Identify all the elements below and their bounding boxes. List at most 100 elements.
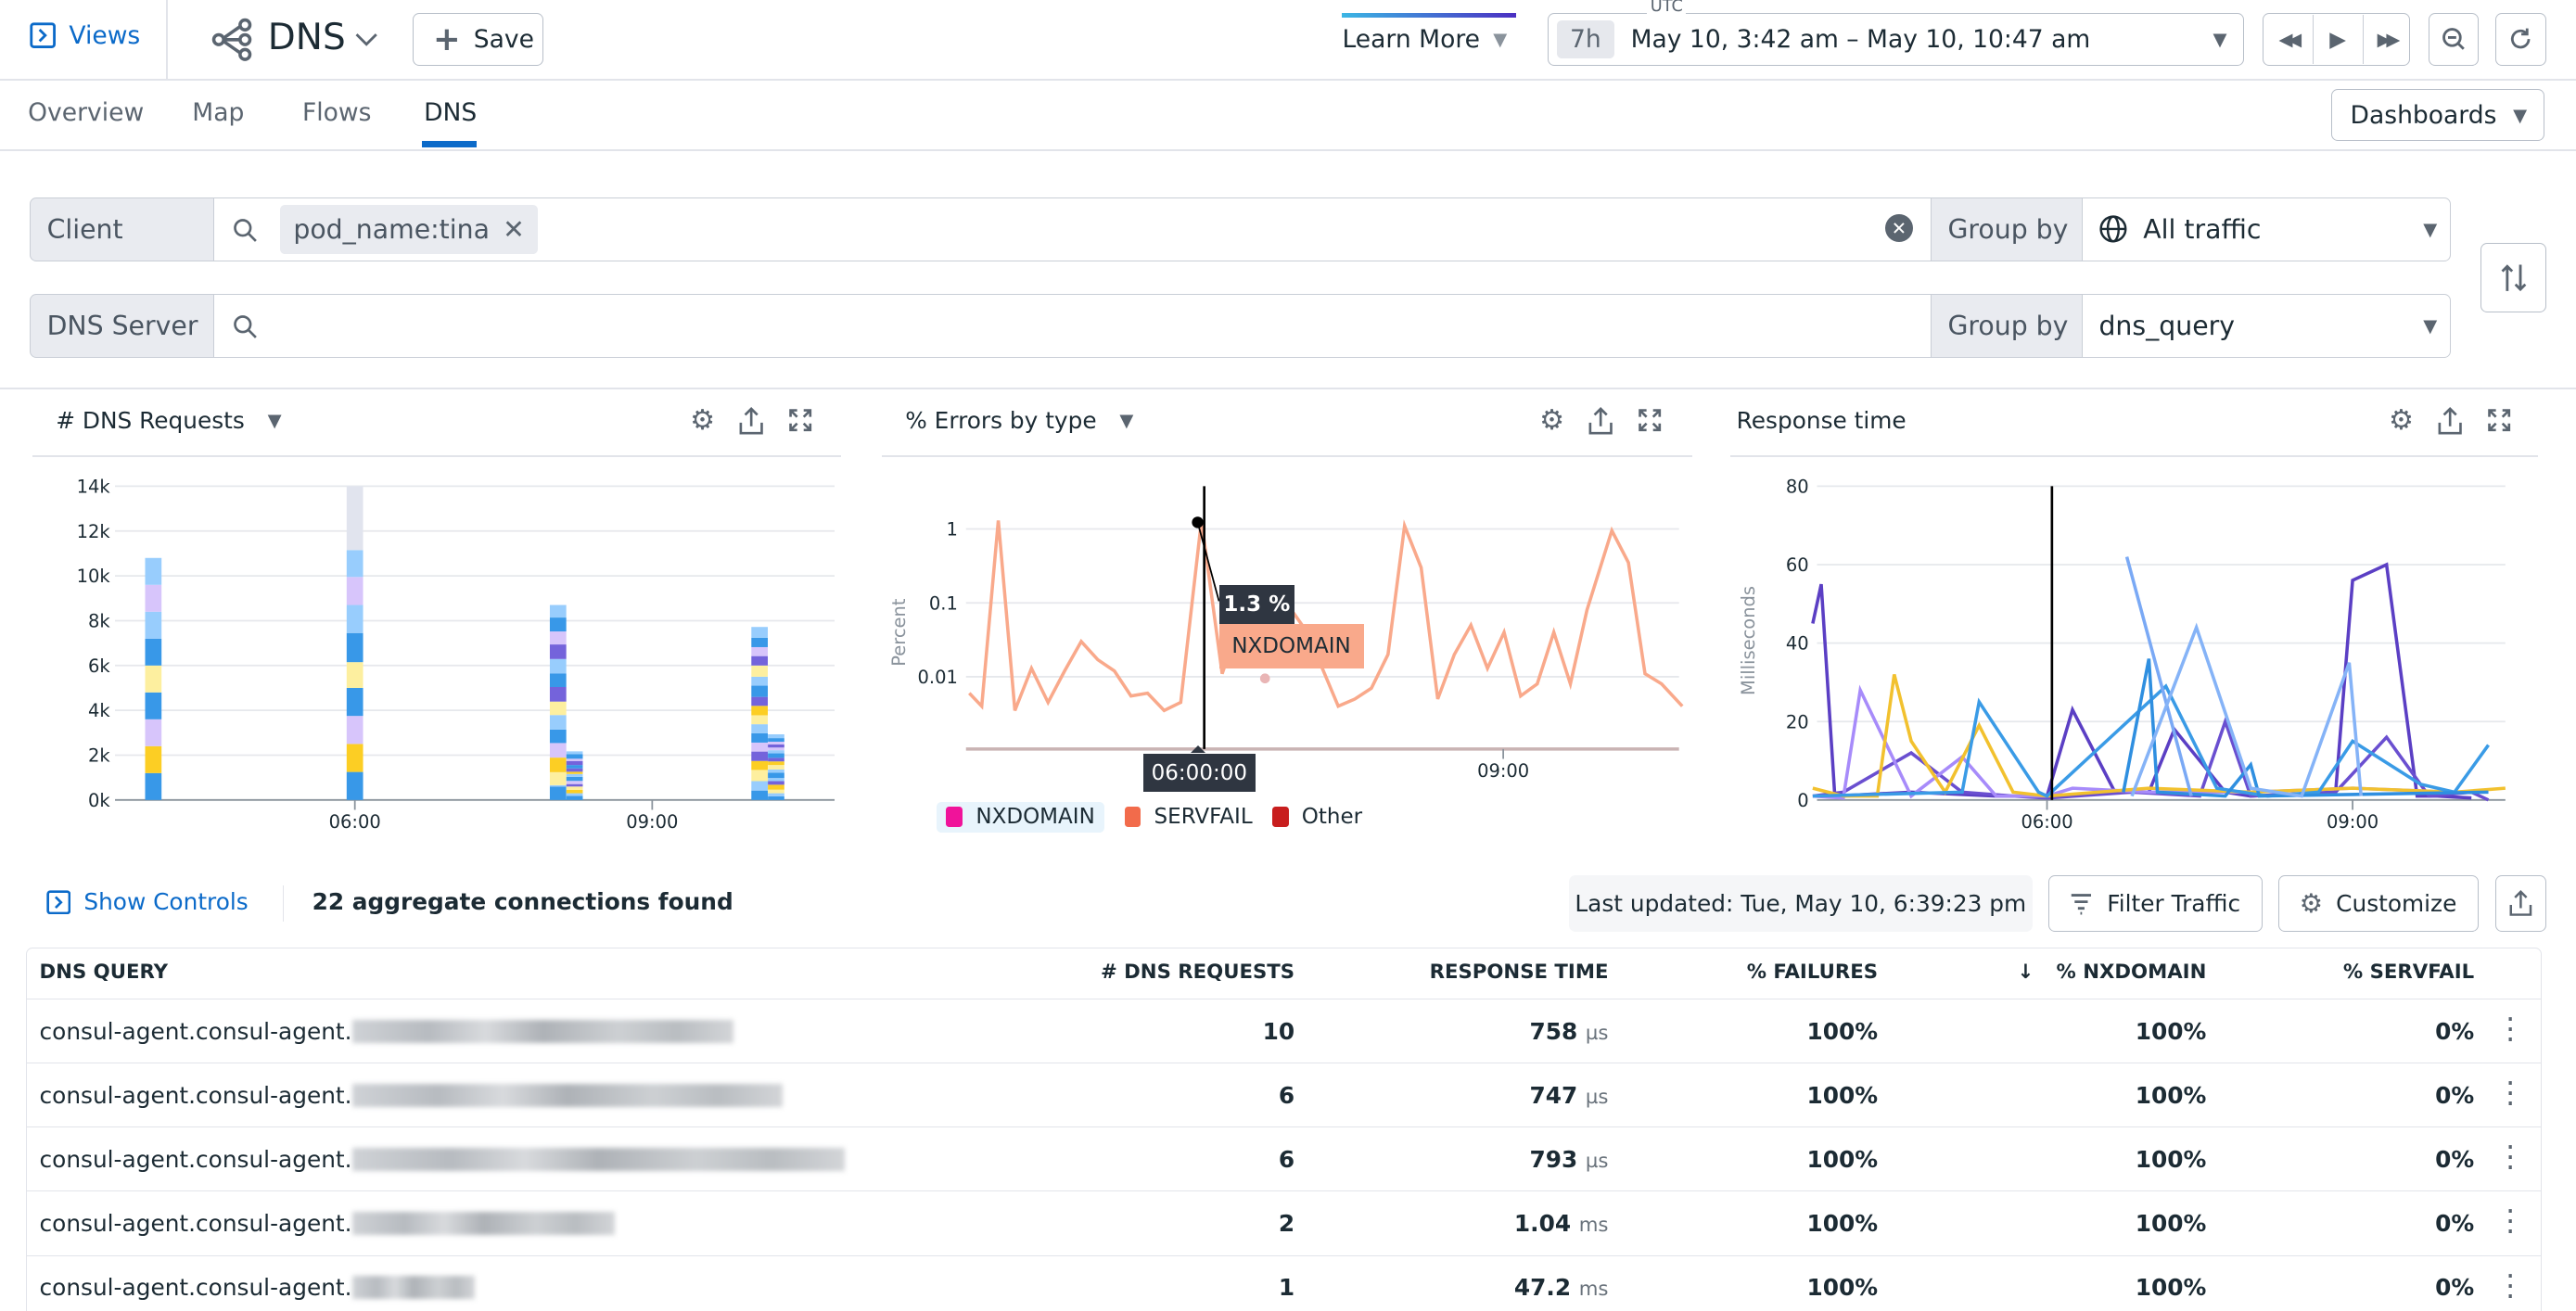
views-button[interactable]: Views (30, 21, 140, 50)
gear-icon[interactable]: ⚙ (1539, 404, 1565, 438)
learn-more-label: Learn More (1342, 24, 1481, 54)
save-button[interactable]: + Save (412, 13, 544, 66)
row-menu-icon[interactable]: ⋮ (2495, 1266, 2526, 1303)
x-tick-label: 06:00 (329, 811, 381, 833)
y-tick-label: 0k (88, 790, 110, 811)
filter-tag[interactable]: pod_name:tina ✕ (280, 204, 539, 254)
failures-cell: 100% (1806, 1274, 1879, 1302)
play-button[interactable]: ▶ (2314, 14, 2364, 65)
legend-item-nxdomain[interactable]: NXDOMAIN (936, 801, 1105, 833)
filter-traffic-button[interactable]: Filter Traffic (2048, 875, 2263, 932)
bar-segment (768, 796, 784, 800)
y-tick-label: 4k (88, 700, 110, 721)
row-menu-icon[interactable]: ⋮ (2495, 1203, 2526, 1239)
filter-traffic-label: Filter Traffic (2107, 889, 2241, 917)
bar-segment (549, 757, 567, 772)
tab-dns[interactable]: DNS (424, 98, 478, 128)
server-group-by-select[interactable]: dns_query ▼ (2081, 294, 2452, 359)
table-row[interactable]: consul-agent.consul-agent. 1 47.2 ms 100% 10… (26, 1254, 2542, 1311)
series-line (2122, 658, 2489, 798)
column-header-servfail[interactable]: % SERVFAIL (2342, 961, 2475, 985)
gear-icon[interactable]: ⚙ (2389, 404, 2415, 438)
caret-down-icon: ▼ (2423, 315, 2438, 337)
row-menu-icon[interactable]: ⋮ (2495, 1075, 2526, 1111)
expand-icon[interactable] (2486, 407, 2512, 433)
bar-segment (566, 789, 583, 794)
client-search-input[interactable]: pod_name:tina ✕ ✕ (213, 197, 1932, 261)
zoom-out-button[interactable] (2428, 13, 2480, 66)
column-header-failures[interactable]: % FAILURES (1746, 961, 1879, 985)
panel-actions: ⚙ (690, 407, 813, 435)
rewind-button[interactable]: ◀◀ (2264, 14, 2314, 65)
response-unit: ms (1578, 1278, 1609, 1302)
client-group-by-value: All traffic (2143, 213, 2262, 245)
panel-title-dns-requests[interactable]: # DNS Requests ▼ (56, 407, 281, 434)
legend-item-other[interactable]: Other (1271, 802, 1362, 833)
client-group-by-select[interactable]: All traffic ▼ (2081, 197, 2452, 261)
y-tick-label: 2k (88, 745, 110, 767)
column-header-dns-query[interactable]: DNS QUERY (39, 961, 169, 985)
column-header-nxdomain[interactable]: % NXDOMAIN (2056, 961, 2207, 985)
column-header-response-time[interactable]: RESPONSE TIME (1429, 961, 1609, 985)
title-chevron-down-icon[interactable] (353, 28, 379, 51)
bar-segment (549, 605, 567, 618)
swap-button[interactable] (2480, 243, 2547, 312)
row-menu-icon[interactable]: ⋮ (2495, 1011, 2526, 1047)
tab-overview[interactable]: Overview (28, 98, 145, 128)
tabs-border (0, 149, 2576, 151)
response-value: 747 (1529, 1081, 1578, 1109)
bar-segment (768, 744, 784, 748)
bar-segment (768, 750, 784, 754)
legend-label: SERVFAIL (1154, 805, 1253, 830)
bar-segment (566, 783, 583, 787)
export-button[interactable] (2495, 875, 2547, 932)
time-range-picker[interactable]: UTC 7h May 10, 3:42 am – May 10, 10:47 a… (1547, 0, 2245, 66)
bar-segment (566, 760, 583, 766)
tooltip-time: 06:00:00 (1143, 754, 1256, 792)
filter-icon (2071, 894, 2091, 915)
connections-table (26, 948, 2542, 1311)
sort-desc-icon: ↓ (2017, 961, 2034, 985)
failures-cell: 100% (1806, 1145, 1879, 1173)
customize-button[interactable]: ⚙ Customize (2278, 875, 2480, 932)
learn-more-button[interactable]: Learn More ▼ (1342, 13, 1517, 66)
bar-segment (566, 796, 583, 800)
bar-segment (768, 741, 784, 745)
table-row[interactable]: consul-agent.consul-agent. 2 1.04 ms 100% 10… (26, 1190, 2542, 1255)
upload-icon[interactable] (1588, 407, 1613, 435)
bar-segment (768, 757, 784, 762)
tab-flows[interactable]: Flows (301, 98, 372, 128)
expand-icon[interactable] (787, 407, 813, 433)
refresh-button[interactable] (2495, 13, 2547, 66)
tooltip-point (1192, 516, 1204, 528)
remove-tag-icon[interactable]: ✕ (503, 213, 525, 245)
failures-cell: 100% (1806, 1017, 1879, 1045)
expand-icon[interactable] (1637, 407, 1663, 433)
filter-tag-label: pod_name:tina (293, 213, 490, 245)
legend-item-servfail[interactable]: SERVFAIL (1124, 802, 1253, 833)
row-menu-icon[interactable]: ⋮ (2495, 1139, 2526, 1175)
panel-title-errors[interactable]: % Errors by type ▼ (905, 407, 1133, 434)
bar-segment (549, 686, 567, 702)
dns-query-text: consul-agent.consul-agent. (39, 1209, 352, 1237)
bar-segment (751, 646, 768, 656)
bar-segment (751, 637, 768, 647)
table-row[interactable]: consul-agent.consul-agent. 6 747 µs 100% 100… (26, 1063, 2542, 1127)
table-row[interactable]: consul-agent.consul-agent. 10 758 µs 100% 10… (26, 999, 2542, 1063)
dns-server-label: DNS Server (29, 294, 216, 359)
gear-icon[interactable]: ⚙ (690, 404, 716, 438)
upload-icon (2509, 890, 2532, 917)
upload-icon[interactable] (2437, 407, 2463, 435)
upload-icon[interactable] (738, 407, 764, 435)
table-row[interactable]: consul-agent.consul-agent. 6 793 µs 100% 100… (26, 1126, 2542, 1191)
dns-server-search-input[interactable] (213, 294, 1932, 359)
tab-map[interactable]: Map (192, 98, 245, 128)
bar-segment (549, 715, 567, 730)
servfail-cell: 0% (2435, 1145, 2475, 1173)
dashboards-button[interactable]: Dashboards ▼ (2331, 88, 2545, 142)
y-tick-label: 0.1 (929, 592, 958, 614)
show-controls-button[interactable]: Show Controls (45, 888, 249, 915)
column-header-dns-requests[interactable]: # DNS REQUESTS (1100, 961, 1295, 985)
clear-search-icon[interactable]: ✕ (1884, 214, 1914, 243)
fast-forward-button[interactable]: ▶▶ (2377, 29, 2401, 50)
